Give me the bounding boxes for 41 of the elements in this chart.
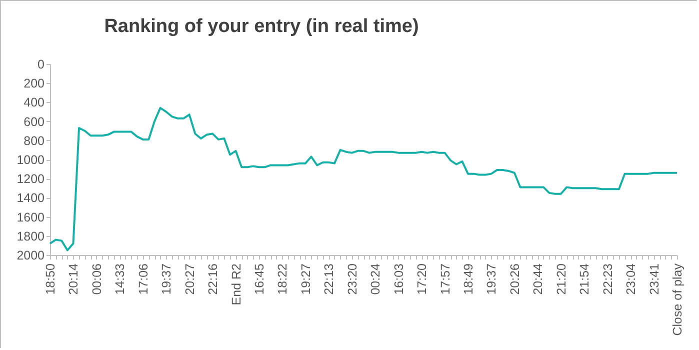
x-tick-label: 16:45 bbox=[252, 263, 266, 295]
x-tick-label: 18:22 bbox=[276, 263, 290, 295]
x-tick-label: 20:44 bbox=[531, 263, 546, 295]
x-tick-label: 19:37 bbox=[484, 263, 499, 295]
x-tick-label: 00:24 bbox=[368, 263, 383, 295]
x-tick-label: 19:27 bbox=[298, 263, 313, 295]
x-tick-label: 17:06 bbox=[136, 263, 150, 295]
x-tick-label: 23:20 bbox=[345, 263, 360, 295]
x-tick-label: 19:37 bbox=[160, 263, 174, 295]
line-series bbox=[49, 106, 678, 252]
y-tick-label: 2000 bbox=[16, 248, 45, 262]
x-tick-label: 17:57 bbox=[438, 263, 452, 295]
y-tick-label: 1400 bbox=[16, 191, 45, 206]
y-tick-label: 600 bbox=[24, 114, 45, 129]
x-tick-label: 20:14 bbox=[66, 263, 81, 295]
x-tick-label: End R2 bbox=[229, 263, 244, 306]
y-tick-label: 400 bbox=[24, 96, 45, 110]
y-tick-label: 1800 bbox=[16, 229, 45, 244]
x-tick-label: 20:26 bbox=[508, 263, 522, 295]
x-tick-label: 20:27 bbox=[182, 263, 197, 295]
x-tick-label: 23:41 bbox=[647, 263, 662, 295]
x-tick-label: 14:33 bbox=[113, 263, 128, 295]
x-tick-label: 22:13 bbox=[322, 263, 336, 295]
y-tick-label: 200 bbox=[24, 76, 45, 91]
x-tick-label: 22:23 bbox=[600, 263, 615, 295]
x-tick-label: Close of play bbox=[670, 262, 684, 336]
x-tick-label: 18:49 bbox=[462, 263, 476, 295]
y-tick-label: 1200 bbox=[16, 172, 45, 186]
y-tick-label: 1600 bbox=[16, 210, 45, 224]
x-tick-label: 18:50 bbox=[44, 263, 58, 295]
x-tick-label: 00:06 bbox=[90, 263, 104, 295]
y-tick-label: 800 bbox=[24, 134, 45, 148]
x-tick-label: 16:03 bbox=[392, 263, 406, 295]
y-tick-label: 1000 bbox=[16, 153, 45, 167]
chart-title: Ranking of your entry (in real time) bbox=[104, 16, 419, 37]
y-tick-label: 0 bbox=[38, 58, 45, 72]
x-tick-label: 17:20 bbox=[415, 263, 430, 295]
x-tick-label: 22:16 bbox=[206, 263, 220, 295]
x-tick-label: 23:04 bbox=[624, 263, 638, 295]
x-tick-label: 21:20 bbox=[554, 263, 568, 295]
x-tick-label: 21:54 bbox=[578, 263, 592, 295]
